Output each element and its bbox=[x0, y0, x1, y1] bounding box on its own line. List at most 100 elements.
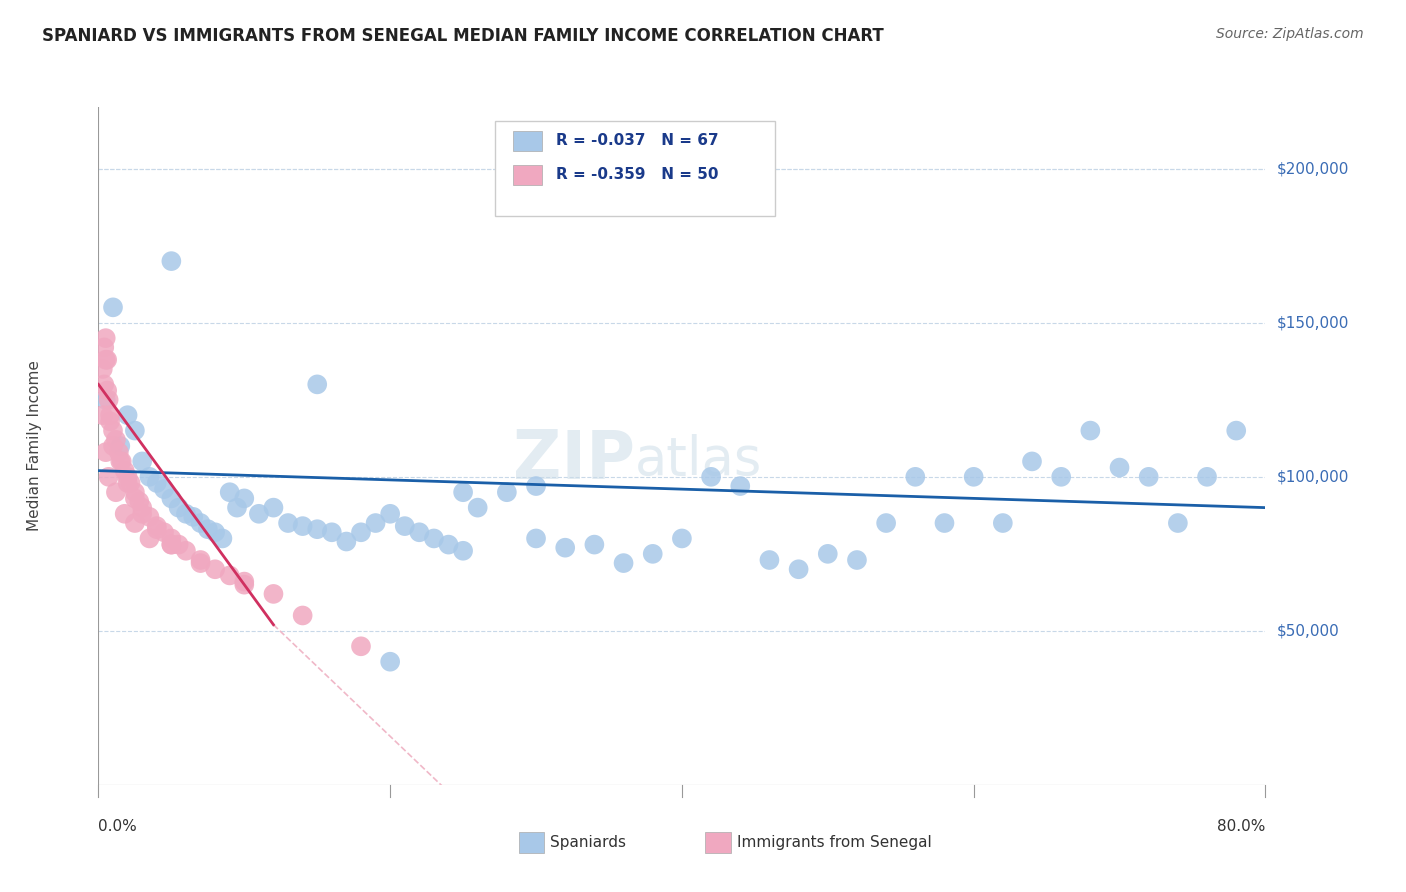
Point bbox=[98, 414, 121, 428]
Text: Spaniards: Spaniards bbox=[550, 835, 626, 850]
Point bbox=[108, 445, 131, 459]
Point bbox=[350, 640, 373, 654]
Point bbox=[583, 538, 606, 552]
Point bbox=[758, 553, 780, 567]
Point bbox=[218, 485, 240, 500]
Text: $150,000: $150,000 bbox=[1277, 315, 1350, 330]
Bar bbox=[513, 165, 541, 185]
Point bbox=[233, 577, 256, 591]
Point bbox=[190, 553, 212, 567]
Point bbox=[394, 519, 416, 533]
Point bbox=[233, 574, 256, 589]
Point bbox=[138, 532, 160, 546]
Point bbox=[124, 485, 146, 500]
Point bbox=[817, 547, 839, 561]
Text: ZIP: ZIP bbox=[513, 426, 636, 492]
Point bbox=[787, 562, 810, 576]
Point bbox=[101, 439, 124, 453]
Bar bbox=[495, 120, 775, 216]
Point bbox=[524, 479, 547, 493]
Point bbox=[124, 491, 146, 506]
Point bbox=[671, 532, 693, 546]
Point bbox=[1195, 470, 1218, 484]
Point bbox=[160, 254, 183, 268]
Point bbox=[204, 525, 226, 540]
Point bbox=[120, 475, 142, 490]
Point bbox=[451, 543, 474, 558]
Point bbox=[962, 470, 984, 484]
Point bbox=[131, 500, 153, 515]
Point bbox=[554, 541, 576, 555]
Point bbox=[96, 352, 118, 367]
Point bbox=[845, 553, 868, 567]
Point bbox=[96, 384, 118, 398]
Point bbox=[153, 482, 176, 496]
Point bbox=[991, 516, 1014, 530]
Text: R = -0.037   N = 67: R = -0.037 N = 67 bbox=[555, 134, 718, 148]
Point bbox=[437, 538, 460, 552]
Text: R = -0.359   N = 50: R = -0.359 N = 50 bbox=[555, 168, 718, 182]
Text: 0.0%: 0.0% bbox=[98, 819, 138, 834]
Point bbox=[204, 562, 226, 576]
Point bbox=[321, 525, 343, 540]
Point bbox=[451, 485, 474, 500]
Point bbox=[307, 522, 329, 536]
Point bbox=[1167, 516, 1189, 530]
Point bbox=[378, 655, 402, 669]
Point bbox=[167, 538, 190, 552]
Point bbox=[160, 538, 183, 552]
Point bbox=[94, 352, 117, 367]
Point bbox=[138, 470, 160, 484]
Point bbox=[181, 509, 204, 524]
Point bbox=[124, 424, 146, 438]
Point bbox=[277, 516, 299, 530]
Point bbox=[91, 362, 114, 376]
Point bbox=[97, 470, 120, 484]
Text: $200,000: $200,000 bbox=[1277, 161, 1350, 176]
Point bbox=[934, 516, 956, 530]
Bar bbox=[519, 832, 544, 853]
Point bbox=[94, 331, 117, 345]
Point bbox=[104, 433, 127, 447]
Point bbox=[1225, 424, 1247, 438]
Point bbox=[98, 408, 121, 422]
Point bbox=[1050, 470, 1073, 484]
Point bbox=[211, 532, 233, 546]
Point bbox=[160, 538, 183, 552]
Bar bbox=[706, 832, 731, 853]
Bar bbox=[513, 131, 541, 151]
Point bbox=[131, 507, 153, 521]
Point bbox=[641, 547, 664, 561]
Text: 80.0%: 80.0% bbox=[1218, 819, 1265, 834]
Point bbox=[1137, 470, 1160, 484]
Point bbox=[128, 494, 150, 508]
Point bbox=[94, 392, 117, 407]
Point bbox=[110, 439, 132, 453]
Point bbox=[335, 534, 357, 549]
Text: $50,000: $50,000 bbox=[1277, 624, 1340, 639]
Point bbox=[146, 519, 169, 533]
Text: Immigrants from Senegal: Immigrants from Senegal bbox=[737, 835, 932, 850]
Point bbox=[262, 587, 284, 601]
Point bbox=[262, 500, 284, 515]
Text: Source: ZipAtlas.com: Source: ZipAtlas.com bbox=[1216, 27, 1364, 41]
Point bbox=[160, 491, 183, 506]
Point bbox=[114, 507, 136, 521]
Point bbox=[350, 525, 373, 540]
Point bbox=[110, 454, 132, 468]
Point bbox=[218, 568, 240, 582]
Point bbox=[167, 500, 190, 515]
Point bbox=[97, 392, 120, 407]
Point bbox=[467, 500, 489, 515]
Point bbox=[904, 470, 927, 484]
Point bbox=[146, 522, 169, 536]
Point bbox=[114, 464, 136, 478]
Point bbox=[307, 377, 329, 392]
Point bbox=[101, 424, 124, 438]
Point bbox=[226, 500, 249, 515]
Point bbox=[524, 532, 547, 546]
Point bbox=[117, 470, 139, 484]
Point bbox=[124, 516, 146, 530]
Point bbox=[146, 475, 169, 490]
Point bbox=[423, 532, 446, 546]
